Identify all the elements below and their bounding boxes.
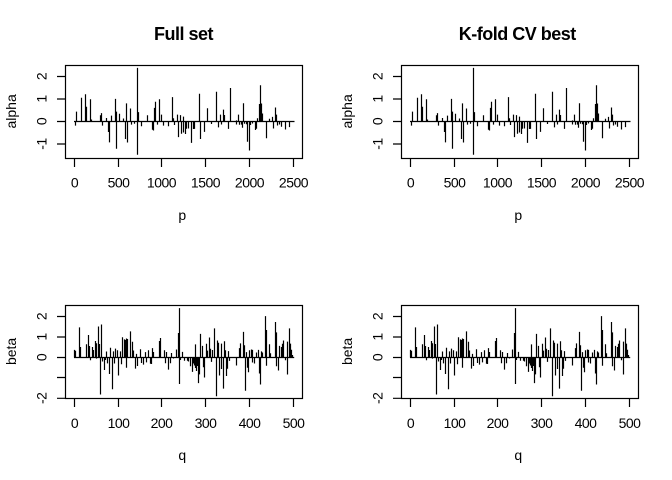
svg-text:K-fold CV best: K-fold CV best: [459, 24, 577, 44]
svg-text:Full set: Full set: [154, 24, 214, 44]
